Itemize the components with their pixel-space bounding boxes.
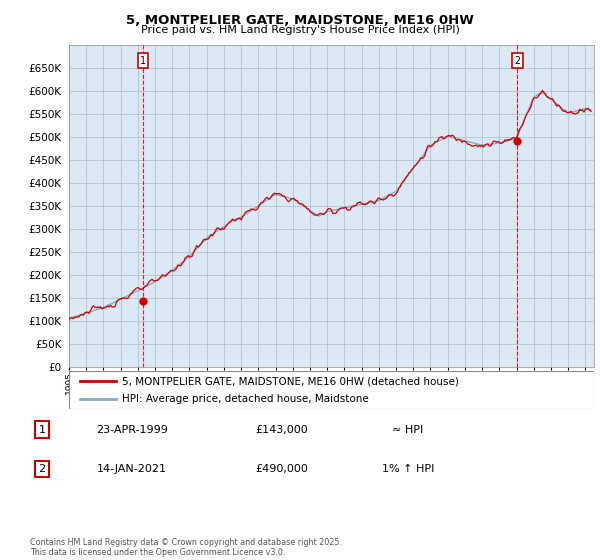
Text: 2: 2 [38, 464, 46, 474]
Text: 5, MONTPELIER GATE, MAIDSTONE, ME16 0HW: 5, MONTPELIER GATE, MAIDSTONE, ME16 0HW [126, 14, 474, 27]
Text: 1% ↑ HPI: 1% ↑ HPI [382, 464, 434, 474]
Text: 2: 2 [514, 56, 520, 66]
Text: 1: 1 [38, 425, 46, 435]
Text: £490,000: £490,000 [256, 464, 308, 474]
FancyBboxPatch shape [69, 371, 594, 409]
Text: 23-APR-1999: 23-APR-1999 [96, 425, 168, 435]
Text: Price paid vs. HM Land Registry's House Price Index (HPI): Price paid vs. HM Land Registry's House … [140, 25, 460, 35]
Text: £143,000: £143,000 [256, 425, 308, 435]
Text: 5, MONTPELIER GATE, MAIDSTONE, ME16 0HW (detached house): 5, MONTPELIER GATE, MAIDSTONE, ME16 0HW … [121, 376, 458, 386]
Text: 1: 1 [140, 56, 146, 66]
Text: 14-JAN-2021: 14-JAN-2021 [97, 464, 167, 474]
Text: HPI: Average price, detached house, Maidstone: HPI: Average price, detached house, Maid… [121, 394, 368, 404]
Text: Contains HM Land Registry data © Crown copyright and database right 2025.
This d: Contains HM Land Registry data © Crown c… [30, 538, 342, 557]
Text: ≈ HPI: ≈ HPI [392, 425, 424, 435]
